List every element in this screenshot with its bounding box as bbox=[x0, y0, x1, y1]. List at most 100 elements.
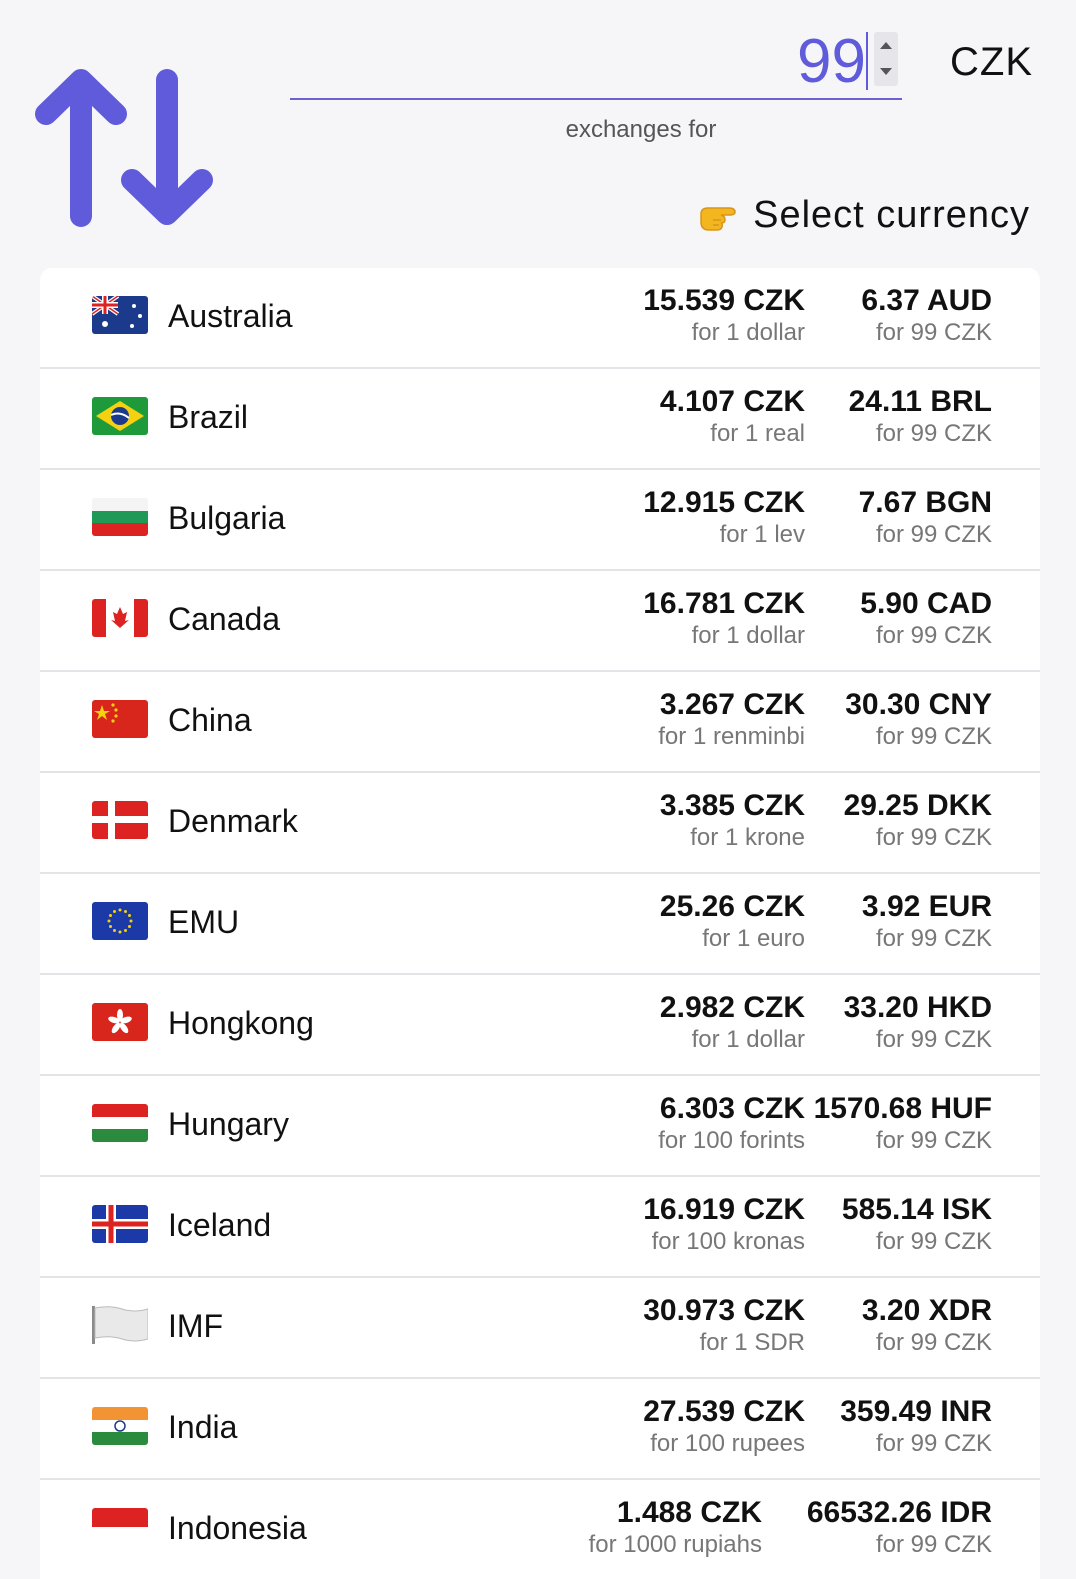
currency-row-china[interactable]: China 3.267 CZK for 1 renminbi 30.30 CNY f… bbox=[40, 672, 1040, 773]
converted-unit: for 99 CZK bbox=[875, 824, 992, 851]
rate-value: 3.385 CZK bbox=[659, 789, 805, 822]
country-name: Canada bbox=[168, 601, 281, 637]
china-flag-icon bbox=[92, 700, 148, 738]
stepper-down-icon[interactable] bbox=[880, 68, 892, 75]
exchanges-for-label: exchanges for bbox=[565, 116, 717, 143]
country-name: Australia bbox=[168, 298, 293, 334]
currency-row-iceland[interactable]: Iceland 16.919 CZK for 100 kronas 585.14 … bbox=[40, 1177, 1040, 1278]
amount-field bbox=[290, 24, 902, 100]
country-name: Brazil bbox=[168, 399, 249, 435]
country-name: Denmark bbox=[168, 803, 298, 839]
rate-value: 15.539 CZK bbox=[643, 284, 805, 317]
currency-row-imf[interactable]: IMF 30.973 CZK for 1 SDR 3.20 XDR for 99 C… bbox=[40, 1278, 1040, 1379]
converted-value: 3.20 XDR bbox=[861, 1294, 992, 1327]
australia-flag-icon bbox=[92, 296, 148, 334]
text-caret bbox=[866, 32, 868, 90]
country-name: Iceland bbox=[168, 1207, 272, 1243]
select-currency-button[interactable]: Select currency bbox=[699, 194, 1030, 237]
country-name: Hungary bbox=[168, 1106, 289, 1142]
rate-unit: for 100 forints bbox=[658, 1127, 805, 1154]
converted-unit: for 99 CZK bbox=[875, 521, 992, 548]
currency-row-hungary[interactable]: Hungary 6.303 CZK for 100 forints 1570.68… bbox=[40, 1076, 1040, 1177]
converted-value: 33.20 HKD bbox=[843, 991, 992, 1024]
india-flag-icon bbox=[92, 1407, 148, 1445]
country-name: China bbox=[168, 702, 252, 738]
select-currency-label: Select currency bbox=[753, 194, 1030, 236]
currency-row-indonesia[interactable]: Indonesia 1.488 CZK for 1000 rupiahs 6653… bbox=[40, 1480, 1040, 1579]
country-name: EMU bbox=[168, 904, 240, 940]
rate-value: 4.107 CZK bbox=[659, 385, 805, 418]
converted-value: 5.90 CAD bbox=[860, 587, 992, 620]
rate-value: 25.26 CZK bbox=[659, 890, 805, 923]
country-name: IMF bbox=[168, 1308, 224, 1344]
rate-unit: for 1 dollar bbox=[691, 622, 805, 649]
iceland-flag-icon bbox=[92, 1205, 148, 1243]
swap-arrows-icon[interactable] bbox=[34, 68, 214, 228]
eu-flag-icon bbox=[92, 902, 148, 940]
rate-value: 27.539 CZK bbox=[643, 1395, 805, 1428]
currency-row-denmark[interactable]: Denmark 3.385 CZK for 1 krone 29.25 DKK fo… bbox=[40, 773, 1040, 874]
converted-value: 30.30 CNY bbox=[845, 688, 992, 721]
rate-unit: for 1 krone bbox=[690, 824, 805, 851]
white-flag-icon bbox=[92, 1306, 148, 1344]
amount-stepper[interactable] bbox=[874, 32, 898, 86]
converted-unit: for 99 CZK bbox=[875, 622, 992, 649]
rate-value: 6.303 CZK bbox=[659, 1092, 805, 1125]
denmark-flag-icon bbox=[92, 801, 148, 839]
converted-unit: for 99 CZK bbox=[875, 723, 992, 750]
country-name: Bulgaria bbox=[168, 500, 286, 536]
currency-row-brazil[interactable]: Brazil 4.107 CZK for 1 real 24.11 BRL for … bbox=[40, 369, 1040, 470]
country-name: Indonesia bbox=[168, 1510, 307, 1546]
converted-unit: for 99 CZK bbox=[875, 1531, 992, 1558]
pointing-hand-icon bbox=[700, 206, 736, 231]
bulgaria-flag-icon bbox=[92, 498, 148, 536]
currency-row-bulgaria[interactable]: Bulgaria 12.915 CZK for 1 lev 7.67 BGN for… bbox=[40, 470, 1040, 571]
currency-row-india[interactable]: India 27.539 CZK for 100 rupees 359.49 IN… bbox=[40, 1379, 1040, 1480]
converted-unit: for 99 CZK bbox=[875, 1430, 992, 1457]
converted-unit: for 99 CZK bbox=[875, 1127, 992, 1154]
converted-value: 359.49 INR bbox=[840, 1395, 992, 1428]
country-name: India bbox=[168, 1409, 238, 1445]
converted-unit: for 99 CZK bbox=[875, 1228, 992, 1255]
converted-unit: for 99 CZK bbox=[875, 319, 992, 346]
rate-unit: for 1 dollar bbox=[691, 1026, 805, 1053]
rate-unit: for 100 rupees bbox=[650, 1430, 805, 1457]
rate-value: 16.919 CZK bbox=[643, 1193, 805, 1226]
country-name: Hongkong bbox=[168, 1005, 314, 1041]
rate-unit: for 1 real bbox=[710, 420, 805, 447]
rate-unit: for 1 lev bbox=[719, 521, 805, 548]
converted-unit: for 99 CZK bbox=[875, 1329, 992, 1356]
rate-unit: for 1000 rupiahs bbox=[588, 1531, 762, 1558]
currency-row-canada[interactable]: Canada 16.781 CZK for 1 dollar 5.90 CAD fo… bbox=[40, 571, 1040, 672]
converted-value: 7.67 BGN bbox=[858, 486, 992, 519]
rate-value: 12.915 CZK bbox=[643, 486, 805, 519]
converted-unit: for 99 CZK bbox=[875, 420, 992, 447]
currency-list: Australia 15.539 CZK for 1 dollar 6.37 AU… bbox=[40, 268, 1040, 1579]
converted-value: 3.92 EUR bbox=[861, 890, 992, 923]
rate-value: 2.982 CZK bbox=[659, 991, 805, 1024]
brazil-flag-icon bbox=[92, 397, 148, 435]
hungary-flag-icon bbox=[92, 1104, 148, 1142]
converted-value: 1570.68 HUF bbox=[813, 1092, 992, 1125]
rate-unit: for 1 renminbi bbox=[658, 723, 805, 750]
currency-row-emu[interactable]: EMU 25.26 CZK for 1 euro 3.92 EUR for 99 C… bbox=[40, 874, 1040, 975]
currency-row-hongkong[interactable]: Hongkong 2.982 CZK for 1 dollar 33.20 HKD… bbox=[40, 975, 1040, 1076]
indonesia-flag-icon bbox=[92, 1508, 148, 1546]
amount-input[interactable] bbox=[466, 28, 866, 94]
converted-value: 29.25 DKK bbox=[843, 789, 992, 822]
converted-value: 24.11 BRL bbox=[848, 385, 992, 418]
converted-value: 585.14 ISK bbox=[841, 1193, 992, 1226]
rate-value: 1.488 CZK bbox=[616, 1496, 762, 1529]
canada-flag-icon bbox=[92, 599, 148, 637]
rate-value: 16.781 CZK bbox=[643, 587, 805, 620]
converted-unit: for 99 CZK bbox=[875, 925, 992, 952]
stepper-up-icon[interactable] bbox=[880, 42, 892, 49]
converted-value: 6.37 AUD bbox=[861, 284, 992, 317]
rate-unit: for 1 euro bbox=[702, 925, 805, 952]
converted-value: 66532.26 IDR bbox=[806, 1496, 992, 1529]
converted-unit: for 99 CZK bbox=[875, 1026, 992, 1053]
currency-row-australia[interactable]: Australia 15.539 CZK for 1 dollar 6.37 AU… bbox=[40, 268, 1040, 369]
rate-unit: for 100 kronas bbox=[651, 1228, 805, 1255]
rate-unit: for 1 SDR bbox=[699, 1329, 805, 1356]
base-currency-code[interactable]: CZK bbox=[950, 40, 1033, 84]
